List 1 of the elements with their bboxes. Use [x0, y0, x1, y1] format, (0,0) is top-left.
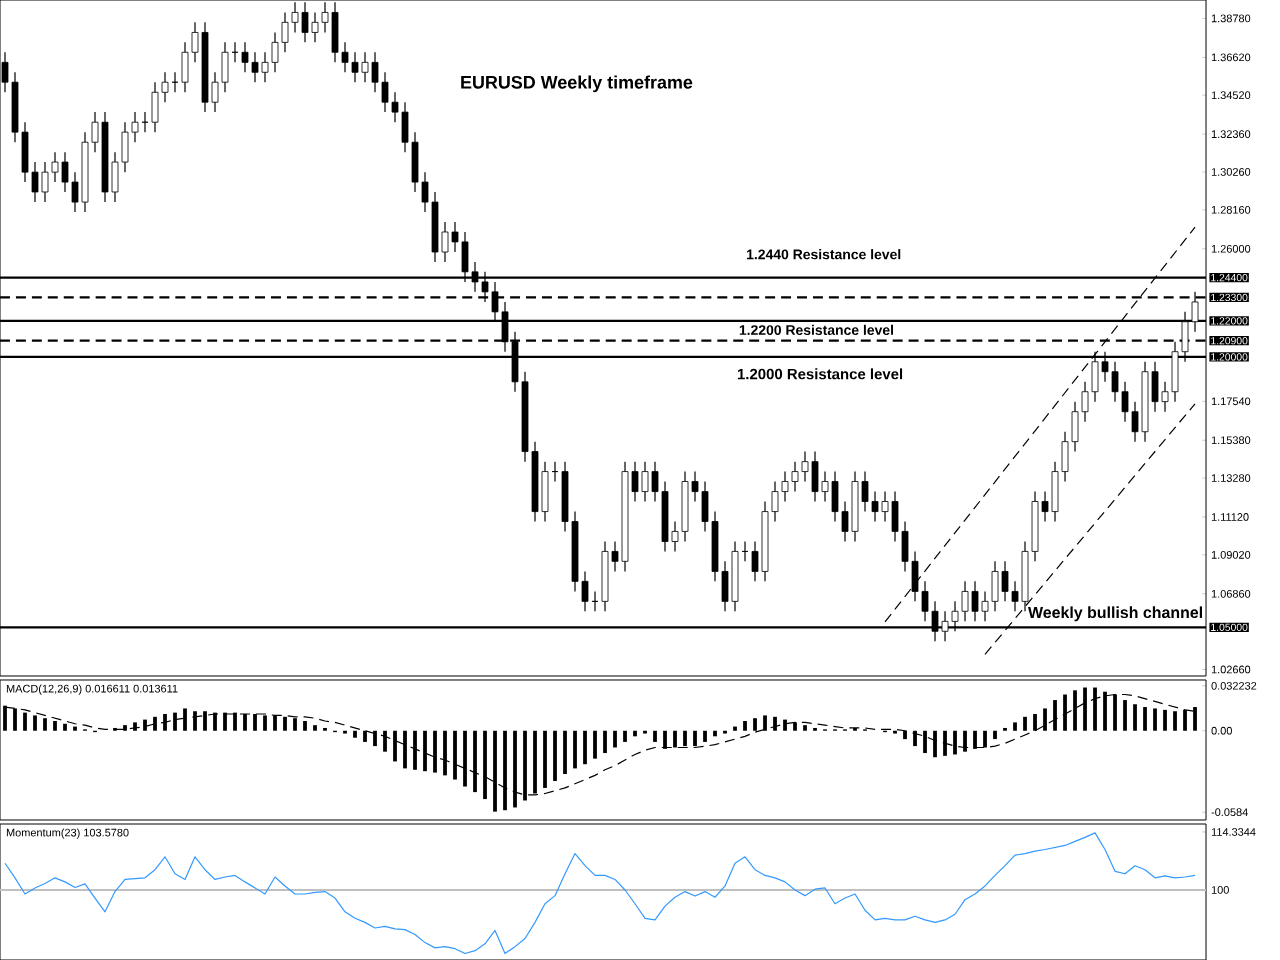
text: EURUSD Weekly timeframe: [461, 75, 693, 93]
